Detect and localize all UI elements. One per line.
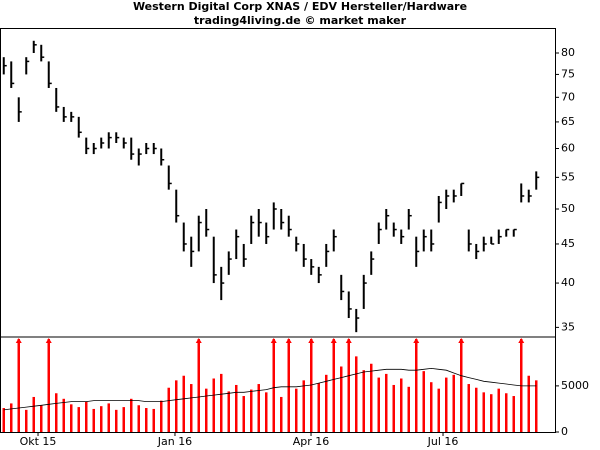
x-tick-label: Okt 15 bbox=[20, 435, 57, 448]
y-tick-label: 45 bbox=[561, 237, 575, 250]
overflow-arrow bbox=[413, 338, 420, 343]
overflow-arrow bbox=[308, 338, 315, 343]
y-tick-label: 80 bbox=[561, 46, 575, 59]
plot-frame bbox=[0, 28, 556, 433]
y-tick-label: 60 bbox=[561, 141, 575, 154]
y-tick-label: 65 bbox=[561, 115, 575, 128]
overflow-arrow bbox=[45, 338, 52, 343]
y-tick-label: 75 bbox=[561, 67, 575, 80]
x-tick-label: Jan 16 bbox=[157, 435, 192, 448]
y-tick-label: 5000 bbox=[561, 379, 589, 392]
overflow-arrow bbox=[195, 338, 202, 343]
y-tick-label: 55 bbox=[561, 170, 575, 183]
overflow-arrow bbox=[458, 338, 465, 343]
y-tick-label: 40 bbox=[561, 276, 575, 289]
overflow-arrow bbox=[270, 338, 277, 343]
overflow-arrow bbox=[345, 338, 352, 343]
chart-subtitle: trading4living.de © market maker bbox=[194, 14, 407, 27]
y-tick-label: 50 bbox=[561, 202, 575, 215]
overflow-arrow bbox=[15, 338, 22, 343]
y-tick-label: 70 bbox=[561, 90, 575, 103]
overflow-arrow bbox=[518, 338, 525, 343]
volume-average bbox=[3, 367, 537, 411]
y-tick-label: 35 bbox=[561, 320, 575, 333]
x-tick-label: Apr 16 bbox=[293, 435, 330, 448]
overflow-arrow bbox=[285, 338, 292, 343]
chart-title: Western Digital Corp XNAS / EDV Herstell… bbox=[133, 0, 467, 13]
overflow-arrow bbox=[330, 338, 337, 343]
y-tick-label: 0 bbox=[561, 425, 568, 438]
x-tick-label: Jul 16 bbox=[427, 435, 459, 448]
